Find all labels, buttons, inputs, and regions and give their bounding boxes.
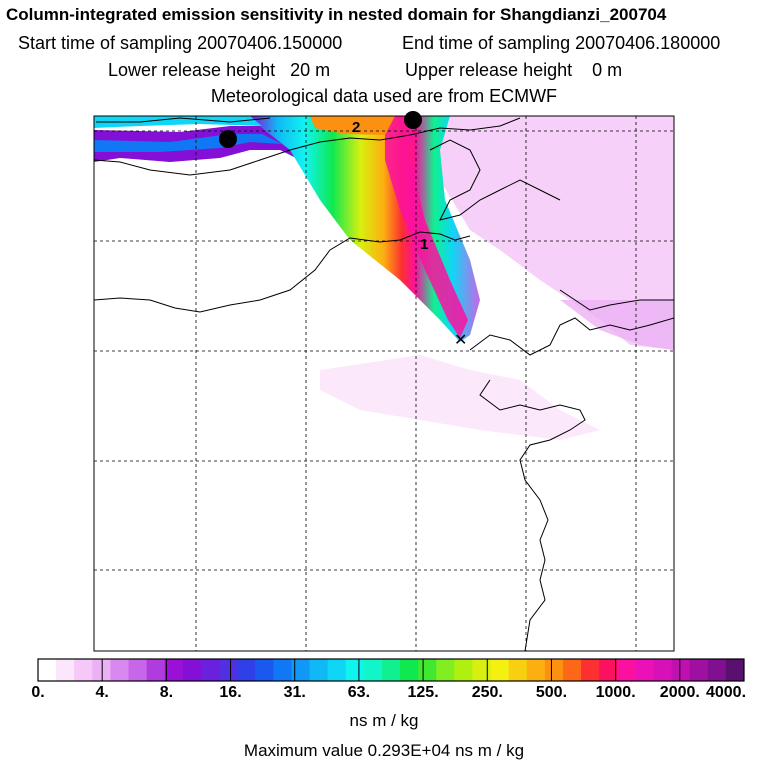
max-value-label: Maximum value 0.293E+04 ns m / kg <box>243 741 525 760</box>
colorbar-swatch <box>38 659 57 681</box>
colorbar-swatch <box>110 659 130 681</box>
colorbar-swatch <box>472 659 492 681</box>
colorbar-swatch <box>345 659 365 681</box>
map-frame <box>93 115 675 652</box>
marker-2: 2 <box>352 119 360 136</box>
coastlines <box>94 117 674 651</box>
field-layer <box>94 116 674 440</box>
lower-release-label: Lower release height 20 m <box>108 60 331 80</box>
colorbar-swatch <box>291 659 311 681</box>
colorbar-swatch <box>581 659 600 681</box>
colorbar-swatch <box>526 659 546 681</box>
colorbar-tick-label: 4. <box>95 684 109 701</box>
colorbar-swatch <box>653 659 673 681</box>
figure-title: Column-integrated emission sensitivity i… <box>6 5 667 24</box>
colorbar-swatch <box>400 659 419 681</box>
colorbar-swatch <box>454 659 473 681</box>
upper-release-label: Upper release height 0 m <box>405 60 623 80</box>
colorbar-swatch <box>381 659 401 681</box>
colorbar-swatch <box>146 659 166 681</box>
colorbar-swatch <box>309 659 329 681</box>
colorbar-unit: ns m / kg <box>349 711 419 730</box>
grid-lines <box>94 116 674 651</box>
colorbar-tick-label: 2000. <box>659 684 700 701</box>
colorbar-swatch <box>689 659 709 681</box>
colorbar-swatch <box>490 659 510 681</box>
colorbar <box>37 659 745 681</box>
marker-dot-west <box>219 130 237 148</box>
low-sensitivity-area-3 <box>560 300 674 350</box>
colorbar-tick-label: 500. <box>535 684 568 701</box>
plume-core <box>385 116 468 338</box>
colorbar-frame <box>37 658 745 682</box>
colorbar-swatch <box>327 659 347 681</box>
colorbar-tick-label: 8. <box>159 684 174 701</box>
colorbar-swatch <box>707 659 727 681</box>
colorbar-swatch <box>237 659 256 681</box>
colorbar-swatch <box>544 659 564 681</box>
low-sensitivity-area <box>430 116 674 350</box>
colorbar-swatch <box>599 659 618 681</box>
colorbar-swatch <box>200 659 220 681</box>
receptor-symbol: ✕ <box>454 330 467 349</box>
colorbar-swatch <box>74 659 93 681</box>
colorbar-swatch <box>671 659 691 681</box>
end-time-label: End time of sampling 20070406.180000 <box>402 33 721 53</box>
colorbar-swatch <box>182 659 202 681</box>
colorbar-swatch <box>363 659 383 681</box>
plume-top-cyan <box>94 116 262 128</box>
colorbar-tick-label: 125. <box>407 684 439 701</box>
colorbar-swatch <box>617 659 636 681</box>
colorbar-swatch <box>436 659 455 681</box>
colorbar-swatch <box>92 659 111 681</box>
main-plume <box>250 116 480 342</box>
colorbar-tick-label: 63. <box>347 684 371 701</box>
colorbar-tick-label: 1000. <box>595 684 636 701</box>
colorbar-swatch <box>164 659 184 681</box>
low-sensitivity-area-2 <box>320 355 600 440</box>
colorbar-swatch <box>508 659 528 681</box>
marker-1: 1 <box>420 236 428 253</box>
start-time-label: Start time of sampling 20070406.150000 <box>18 33 343 53</box>
colorbar-swatch <box>219 659 238 681</box>
colorbar-tick-label: 16. <box>219 684 242 701</box>
colorbar-swatch <box>255 659 274 681</box>
colorbar-tick-label: 4000. <box>705 684 747 701</box>
colorbar-tick-label: 0. <box>31 684 45 701</box>
marker-dot-north <box>404 111 422 129</box>
colorbar-tick-label: 250. <box>471 684 503 701</box>
colorbar-swatch <box>273 659 292 681</box>
colorbar-swatch <box>562 659 582 681</box>
colorbar-swatch <box>56 659 75 681</box>
colorbar-tick-label: 31. <box>283 684 306 701</box>
colorbar-swatch <box>725 659 745 681</box>
plume-top-orange <box>310 116 395 135</box>
colorbar-swatch <box>635 659 654 681</box>
colorbar-swatch <box>418 659 437 681</box>
met-data-label: Meteorological data used are from ECMWF <box>210 86 558 106</box>
colorbar-swatch <box>128 659 148 681</box>
